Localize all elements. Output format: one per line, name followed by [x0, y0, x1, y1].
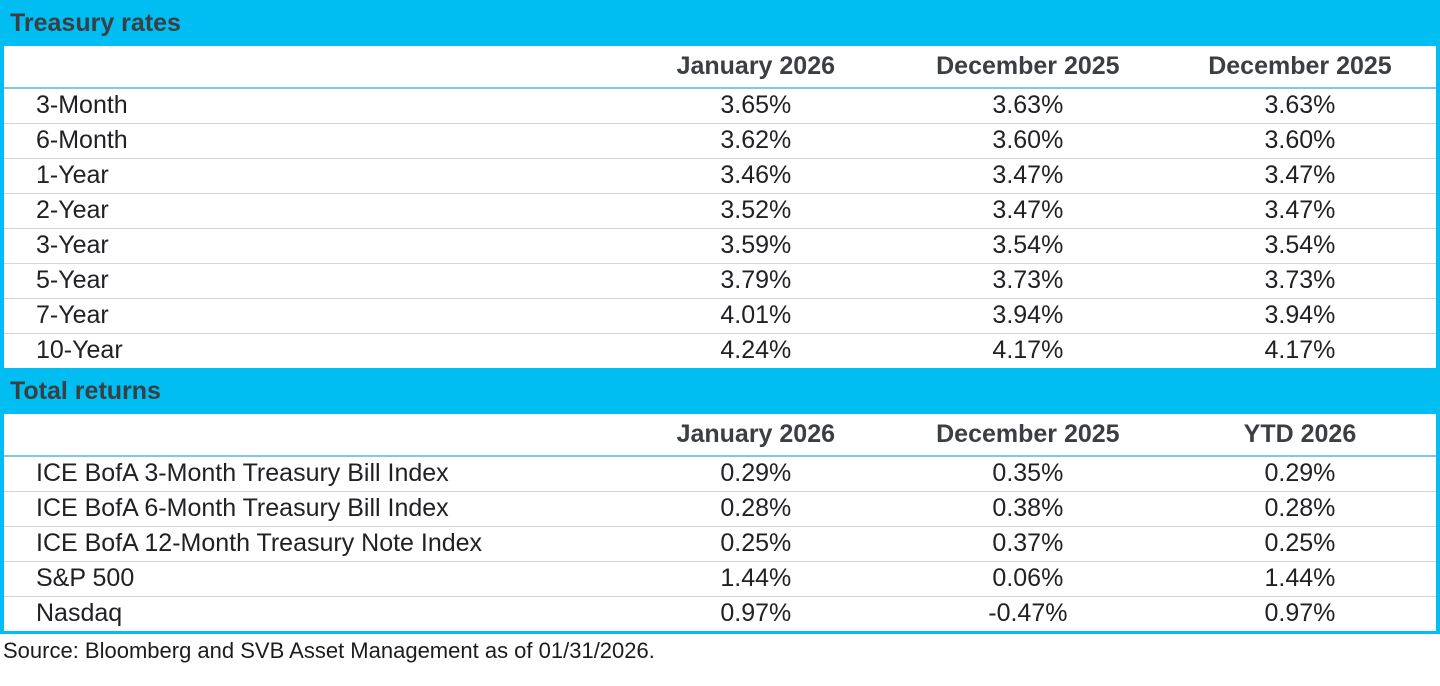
column-header-december-2025: December 2025 [891, 414, 1164, 457]
treasury-rates-section-title: Treasury rates [10, 9, 181, 37]
table-row: 10-Year 4.24% 4.17% 4.17% [4, 333, 1436, 368]
total-returns-section-band: Total returns [0, 368, 1440, 414]
value-cell: -0.47% [988, 599, 1068, 628]
row-label: S&P 500 [36, 564, 135, 592]
table-row: S&P 500 1.44% 0.06% 1.44% [4, 561, 1436, 596]
value-cell: 3.62% [720, 126, 792, 154]
column-header-row: January 2026 December 2025 YTD 2026 [4, 414, 1436, 457]
value-cell: 3.47% [1264, 161, 1336, 189]
value-cell: 3.47% [992, 161, 1064, 189]
value-cell: 0.29% [720, 459, 792, 488]
value-cell: 0.35% [992, 459, 1064, 488]
value-cell: 4.01% [720, 301, 792, 329]
row-label: 10-Year [36, 336, 123, 365]
column-header-blank [4, 46, 620, 89]
treasury-rates-table: January 2026 December 2025 December 2025… [4, 46, 1436, 368]
row-label: 3-Year [36, 231, 109, 259]
column-header-december-2025: December 2025 [891, 46, 1164, 89]
table-row: 5-Year 3.79% 3.73% 3.73% [4, 263, 1436, 298]
table-row: ICE BofA 12-Month Treasury Note Index 0.… [4, 526, 1436, 561]
table-frame: Treasury rates January 2026 December 202… [0, 0, 1440, 634]
value-cell: 0.06% [992, 564, 1064, 592]
row-label: 5-Year [36, 266, 109, 294]
row-label: ICE BofA 3-Month Treasury Bill Index [36, 459, 449, 488]
value-cell: 0.28% [720, 494, 792, 522]
value-cell: 0.37% [992, 529, 1064, 557]
value-cell: 3.47% [992, 196, 1064, 224]
value-cell: 0.25% [1264, 529, 1336, 557]
column-header-ytd-2026: YTD 2026 [1163, 414, 1436, 457]
total-returns-table: January 2026 December 2025 YTD 2026 ICE … [4, 414, 1436, 631]
value-cell: 0.28% [1264, 494, 1336, 522]
row-label: 7-Year [36, 301, 109, 329]
row-label: 2-Year [36, 196, 109, 224]
value-cell: 3.47% [1264, 196, 1336, 224]
value-cell: 0.38% [992, 494, 1064, 522]
column-header-blank [4, 414, 620, 457]
value-cell: 4.17% [992, 336, 1064, 365]
column-header-december-2025-2: December 2025 [1163, 46, 1436, 89]
column-header-january-2026: January 2026 [619, 414, 892, 457]
source-note: Source: Bloomberg and SVB Asset Manageme… [3, 638, 655, 663]
table-row: 3-Year 3.59% 3.54% 3.54% [4, 228, 1436, 263]
value-cell: 0.25% [720, 529, 792, 557]
table-row: 6-Month 3.62% 3.60% 3.60% [4, 123, 1436, 158]
value-cell: 3.63% [992, 91, 1064, 120]
value-cell: 0.97% [1264, 599, 1336, 628]
value-cell: 3.94% [992, 301, 1064, 329]
value-cell: 4.24% [720, 336, 792, 365]
value-cell: 3.73% [1264, 266, 1336, 294]
column-header-january-2026: January 2026 [619, 46, 892, 89]
value-cell: 3.54% [1264, 231, 1336, 259]
row-label: 6-Month [36, 126, 128, 154]
value-cell: 3.73% [992, 266, 1064, 294]
row-label: ICE BofA 12-Month Treasury Note Index [36, 529, 483, 557]
value-cell: 3.46% [720, 161, 792, 189]
table-row: ICE BofA 6-Month Treasury Bill Index 0.2… [4, 491, 1436, 526]
table-row: 3-Month 3.65% 3.63% 3.63% [4, 88, 1436, 123]
row-label: ICE BofA 6-Month Treasury Bill Index [36, 494, 449, 522]
value-cell: 3.63% [1264, 91, 1336, 120]
value-cell: 0.97% [720, 599, 792, 628]
value-cell: 3.65% [720, 91, 792, 120]
value-cell: 1.44% [1264, 564, 1336, 592]
table-row: 2-Year 3.52% 3.47% 3.47% [4, 193, 1436, 228]
value-cell: 4.17% [1264, 336, 1336, 365]
treasury-rates-section-band: Treasury rates [0, 0, 1440, 46]
value-cell: 1.44% [720, 564, 792, 592]
value-cell: 0.29% [1264, 459, 1336, 488]
value-cell: 3.79% [720, 266, 792, 294]
value-cell: 3.60% [992, 126, 1064, 154]
table-row: 1-Year 3.46% 3.47% 3.47% [4, 158, 1436, 193]
table-row: 7-Year 4.01% 3.94% 3.94% [4, 298, 1436, 333]
value-cell: 3.60% [1264, 126, 1336, 154]
value-cell: 3.54% [992, 231, 1064, 259]
table-row: ICE BofA 3-Month Treasury Bill Index 0.2… [4, 456, 1436, 491]
value-cell: 3.52% [720, 196, 792, 224]
column-header-row: January 2026 December 2025 December 2025 [4, 46, 1436, 89]
table-row: Nasdaq 0.97% -0.47% 0.97% [4, 596, 1436, 631]
row-label: 1-Year [36, 161, 109, 189]
value-cell: 3.94% [1264, 301, 1336, 329]
row-label: 3-Month [36, 91, 128, 120]
total-returns-section-title: Total returns [10, 377, 161, 405]
value-cell: 3.59% [720, 231, 792, 259]
row-label: Nasdaq [36, 599, 123, 628]
